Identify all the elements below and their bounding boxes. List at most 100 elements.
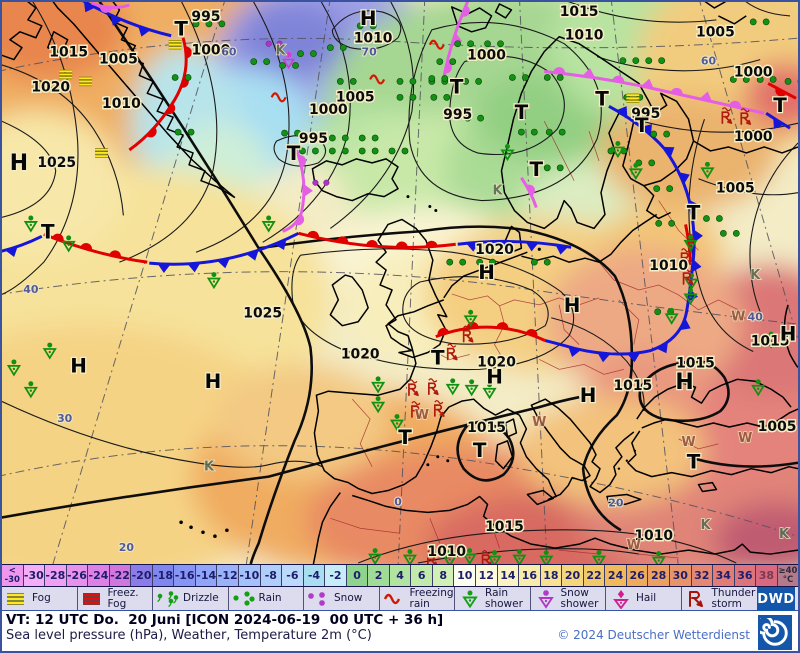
rain-icon <box>476 258 496 266</box>
rain-shower-icon <box>664 307 679 325</box>
freezing-rain-icon <box>428 39 445 50</box>
pressure-label: 1005 <box>758 419 797 435</box>
rain-shower-icon <box>751 379 766 397</box>
temp-scale-cell: 12 <box>475 565 497 586</box>
pressure-center-label: H <box>10 151 28 176</box>
pressure-center-label: T <box>450 75 464 98</box>
rain-shower-icon <box>628 162 643 180</box>
temp-scale-cell: -26 <box>65 565 88 586</box>
rain-icon <box>518 128 538 136</box>
pressure-label: 1005 <box>716 181 755 197</box>
temp-scale-cell: 38 <box>755 565 777 586</box>
fog-icon <box>79 76 93 87</box>
pressure-center-label: H <box>780 323 797 346</box>
warm-front <box>767 82 797 100</box>
pressure-label: 1000 <box>309 102 348 118</box>
rain-shower-icon <box>591 550 607 564</box>
rain-icon <box>326 44 347 52</box>
temp-scale-cell: -8 <box>259 565 282 586</box>
pressure-center-label: T <box>635 114 649 137</box>
rain-icon <box>784 78 798 85</box>
rain-icon <box>619 57 640 64</box>
thunderstorm-icon <box>428 378 439 396</box>
rain-icon <box>192 20 226 28</box>
rain-shower-icon <box>464 379 479 397</box>
fog-icon <box>626 93 640 103</box>
rain-shower-icon <box>462 548 477 564</box>
temp-scale-cell: 26 <box>625 565 648 586</box>
rain-shower-icon <box>764 331 779 349</box>
fog-icon <box>95 148 108 158</box>
pressure-label: 1025 <box>37 155 76 171</box>
rain-icon <box>388 147 409 155</box>
legend-item-label: Hail <box>636 592 657 605</box>
rain-shower-icon <box>610 141 625 159</box>
rain-shower-icon <box>371 376 386 394</box>
airmass-label: K <box>779 527 790 542</box>
coastlines <box>2 2 798 564</box>
legend-item-label: Rain shower <box>485 587 523 610</box>
pressure-label: 1015 <box>676 355 715 371</box>
thunderstorm-icon <box>680 248 692 265</box>
pressure-label: 1010 <box>634 528 673 544</box>
legend-item-label: Fog <box>32 592 51 605</box>
graticule-label: 20 <box>608 496 624 509</box>
legend-item-label: Snow shower <box>560 587 599 610</box>
cold-front <box>457 239 572 255</box>
temp-scale-cell: 2 <box>367 565 389 586</box>
rain-shower-icon <box>23 215 38 233</box>
pressure-label: 1000 <box>734 64 773 80</box>
freezing-rain-icon <box>270 92 287 103</box>
rain-shower-icon <box>42 342 57 360</box>
pressure-center-label: T <box>287 142 301 165</box>
pressure-label: 1010 <box>354 31 393 47</box>
legend-item-label: Freezing rain <box>409 587 454 610</box>
cold-front <box>2 234 43 257</box>
thunderstorm-icon <box>462 325 474 343</box>
temp-scale-cell: 28 <box>647 565 669 586</box>
pressure-label: 995 <box>191 9 220 25</box>
rain-icon <box>428 75 449 82</box>
rain-icon <box>358 147 379 155</box>
rain-shower-icon <box>539 550 554 564</box>
rain-shower-icon <box>261 215 276 233</box>
legend-item-label: Drizzle <box>183 592 219 605</box>
warm-front <box>298 230 456 249</box>
legend-item-snow: Snow <box>303 587 379 610</box>
dwd-spiral-logo <box>758 615 792 650</box>
map-labels: 9951000100510151020101010251010100510009… <box>8 2 798 561</box>
temp-scale-cell: 36 <box>733 565 756 586</box>
product-title: Sea level pressure (hPa), Weather, Tempe… <box>6 628 372 643</box>
rain-icon <box>358 134 379 142</box>
pressure-label: 1020 <box>475 242 514 258</box>
rain-icon <box>336 78 357 85</box>
rain-icon <box>356 22 377 30</box>
pressure-center-label: H <box>205 370 222 393</box>
pressure-label: 1015 <box>467 420 506 436</box>
graticule-label: 20 <box>119 541 135 554</box>
cold-front <box>765 111 791 130</box>
weather-map-canvas: 9951000100510151020101010251010100510009… <box>2 2 798 564</box>
rain-shower-icon <box>206 272 222 290</box>
airmass-label: W <box>738 431 752 446</box>
temp-scale-cell: -24 <box>87 565 109 586</box>
pressure-label: 1010 <box>565 28 604 44</box>
weather-legend: Fog Freez. Fog Drizzle Rain Snow Freezing rain R… <box>2 587 798 611</box>
warm-front <box>128 37 192 152</box>
rain-shower-icon <box>683 234 698 252</box>
rain-shower-icon <box>683 287 698 306</box>
pressure-center-label: T <box>687 201 701 224</box>
legend-item-freezing-rain: Freezing rain <box>378 587 455 610</box>
rain-icon <box>756 76 777 83</box>
rain-shower-icon <box>487 550 502 564</box>
rain-icon <box>328 147 349 155</box>
airmass-label: K <box>750 268 761 283</box>
airmass-label: K <box>204 460 215 475</box>
temp-scale-cell: -30 <box>22 565 45 586</box>
rain-shower-icon <box>445 378 460 396</box>
rain-shower-icon <box>402 549 418 564</box>
pressure-center-label: T <box>398 426 412 449</box>
legend-item-label: Freez. Fog <box>107 587 139 610</box>
rain-icon <box>749 18 770 26</box>
pressure-center-label: T <box>431 346 445 369</box>
